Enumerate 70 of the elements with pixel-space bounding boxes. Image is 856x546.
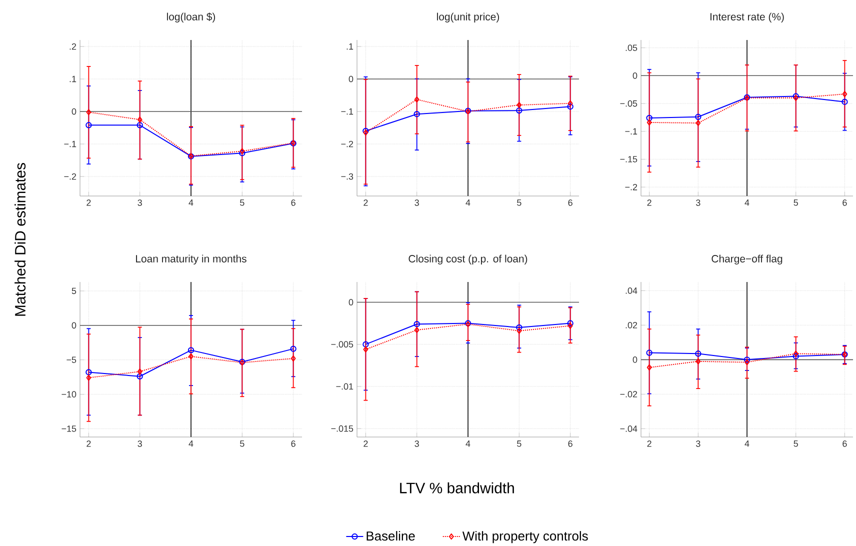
y-tick-label: −.005 bbox=[331, 341, 354, 348]
x-tick-label: 6 bbox=[842, 200, 847, 206]
x-tick-label: 2 bbox=[86, 440, 91, 447]
y-tick-label: .1 bbox=[346, 43, 354, 50]
chart-title: log(unit price) bbox=[437, 12, 500, 22]
x-tick-label: 6 bbox=[842, 440, 847, 447]
chart-title: log(loan $) bbox=[166, 12, 216, 22]
y-tick-label: −.15 bbox=[620, 156, 638, 162]
y-tick-label: 0 bbox=[632, 72, 638, 79]
y-tick-label: −.1 bbox=[341, 108, 354, 115]
x-tick-label: 6 bbox=[291, 440, 296, 447]
x-tick-label: 3 bbox=[696, 440, 700, 447]
y-tick-label: 0 bbox=[348, 76, 354, 82]
x-tick-label: 3 bbox=[414, 200, 419, 206]
y-tick-label: −.2 bbox=[64, 173, 76, 180]
y-tick-label: −.1 bbox=[625, 128, 638, 134]
x-tick-label: 2 bbox=[647, 200, 652, 206]
y-tick-label: .04 bbox=[626, 287, 638, 294]
legend-label: Baseline bbox=[366, 531, 415, 541]
x-tick-label: 4 bbox=[466, 200, 470, 206]
x-tick-label: 4 bbox=[466, 440, 470, 447]
chart-title: Closing cost (p.p. of loan) bbox=[408, 254, 528, 265]
y-tick-label: 0 bbox=[72, 108, 76, 115]
x-tick-label: 3 bbox=[138, 440, 142, 447]
x-tick-label: 5 bbox=[240, 200, 244, 206]
y-tick-label: 0 bbox=[348, 299, 354, 306]
y-tick-label: −.3 bbox=[341, 173, 354, 180]
y-tick-label: −.02 bbox=[620, 391, 638, 398]
y-tick-label: −.1 bbox=[64, 140, 76, 148]
x-axis-title: LTV % bandwidth bbox=[400, 482, 514, 494]
y-tick-label: .05 bbox=[626, 44, 638, 51]
x-tick-label: 2 bbox=[86, 200, 91, 206]
x-tick-label: 6 bbox=[291, 200, 296, 206]
x-tick-label: 5 bbox=[240, 440, 244, 447]
y-tick-label: .2 bbox=[70, 43, 76, 50]
y-tick-label: −15 bbox=[62, 426, 76, 432]
x-tick-label: 6 bbox=[568, 440, 572, 447]
y-tick-label: −.01 bbox=[336, 383, 354, 390]
y-tick-label: 0 bbox=[632, 356, 638, 363]
y-tick-label: 0 bbox=[72, 322, 76, 329]
x-tick-label: 3 bbox=[138, 200, 142, 206]
x-tick-label: 5 bbox=[517, 440, 522, 447]
y-tick-label: 5 bbox=[72, 288, 76, 294]
y-axis-title: Matched DiD estimates bbox=[14, 163, 26, 316]
x-tick-label: 6 bbox=[568, 200, 572, 206]
x-tick-label: 2 bbox=[364, 200, 368, 206]
x-tick-label: 4 bbox=[744, 440, 750, 447]
chart-title: Loan maturity in months bbox=[136, 254, 246, 264]
y-tick-label: −.015 bbox=[331, 425, 354, 432]
x-tick-label: 5 bbox=[794, 200, 798, 206]
x-tick-label: 5 bbox=[517, 200, 522, 206]
x-tick-label: 4 bbox=[188, 200, 194, 206]
y-tick-label: −5 bbox=[66, 356, 76, 363]
y-tick-label: .02 bbox=[626, 322, 638, 328]
x-tick-label: 3 bbox=[696, 200, 700, 206]
y-tick-label: −.2 bbox=[625, 184, 638, 190]
chart-title: Charge−off flag bbox=[712, 254, 782, 265]
y-tick-label: −10 bbox=[62, 391, 76, 398]
y-tick-label: −.2 bbox=[341, 140, 354, 148]
y-tick-label: −.05 bbox=[620, 100, 638, 107]
x-tick-label: 2 bbox=[364, 440, 368, 447]
x-tick-label: 5 bbox=[794, 440, 798, 447]
legend-label: With property controls bbox=[462, 531, 588, 544]
y-tick-label: −.04 bbox=[620, 426, 638, 432]
x-tick-label: 3 bbox=[414, 440, 419, 447]
x-tick-label: 2 bbox=[647, 440, 652, 447]
y-tick-label: .1 bbox=[70, 76, 76, 82]
x-tick-label: 4 bbox=[744, 200, 750, 206]
chart-title: Interest rate (%) bbox=[710, 12, 784, 23]
x-tick-label: 4 bbox=[188, 440, 194, 447]
